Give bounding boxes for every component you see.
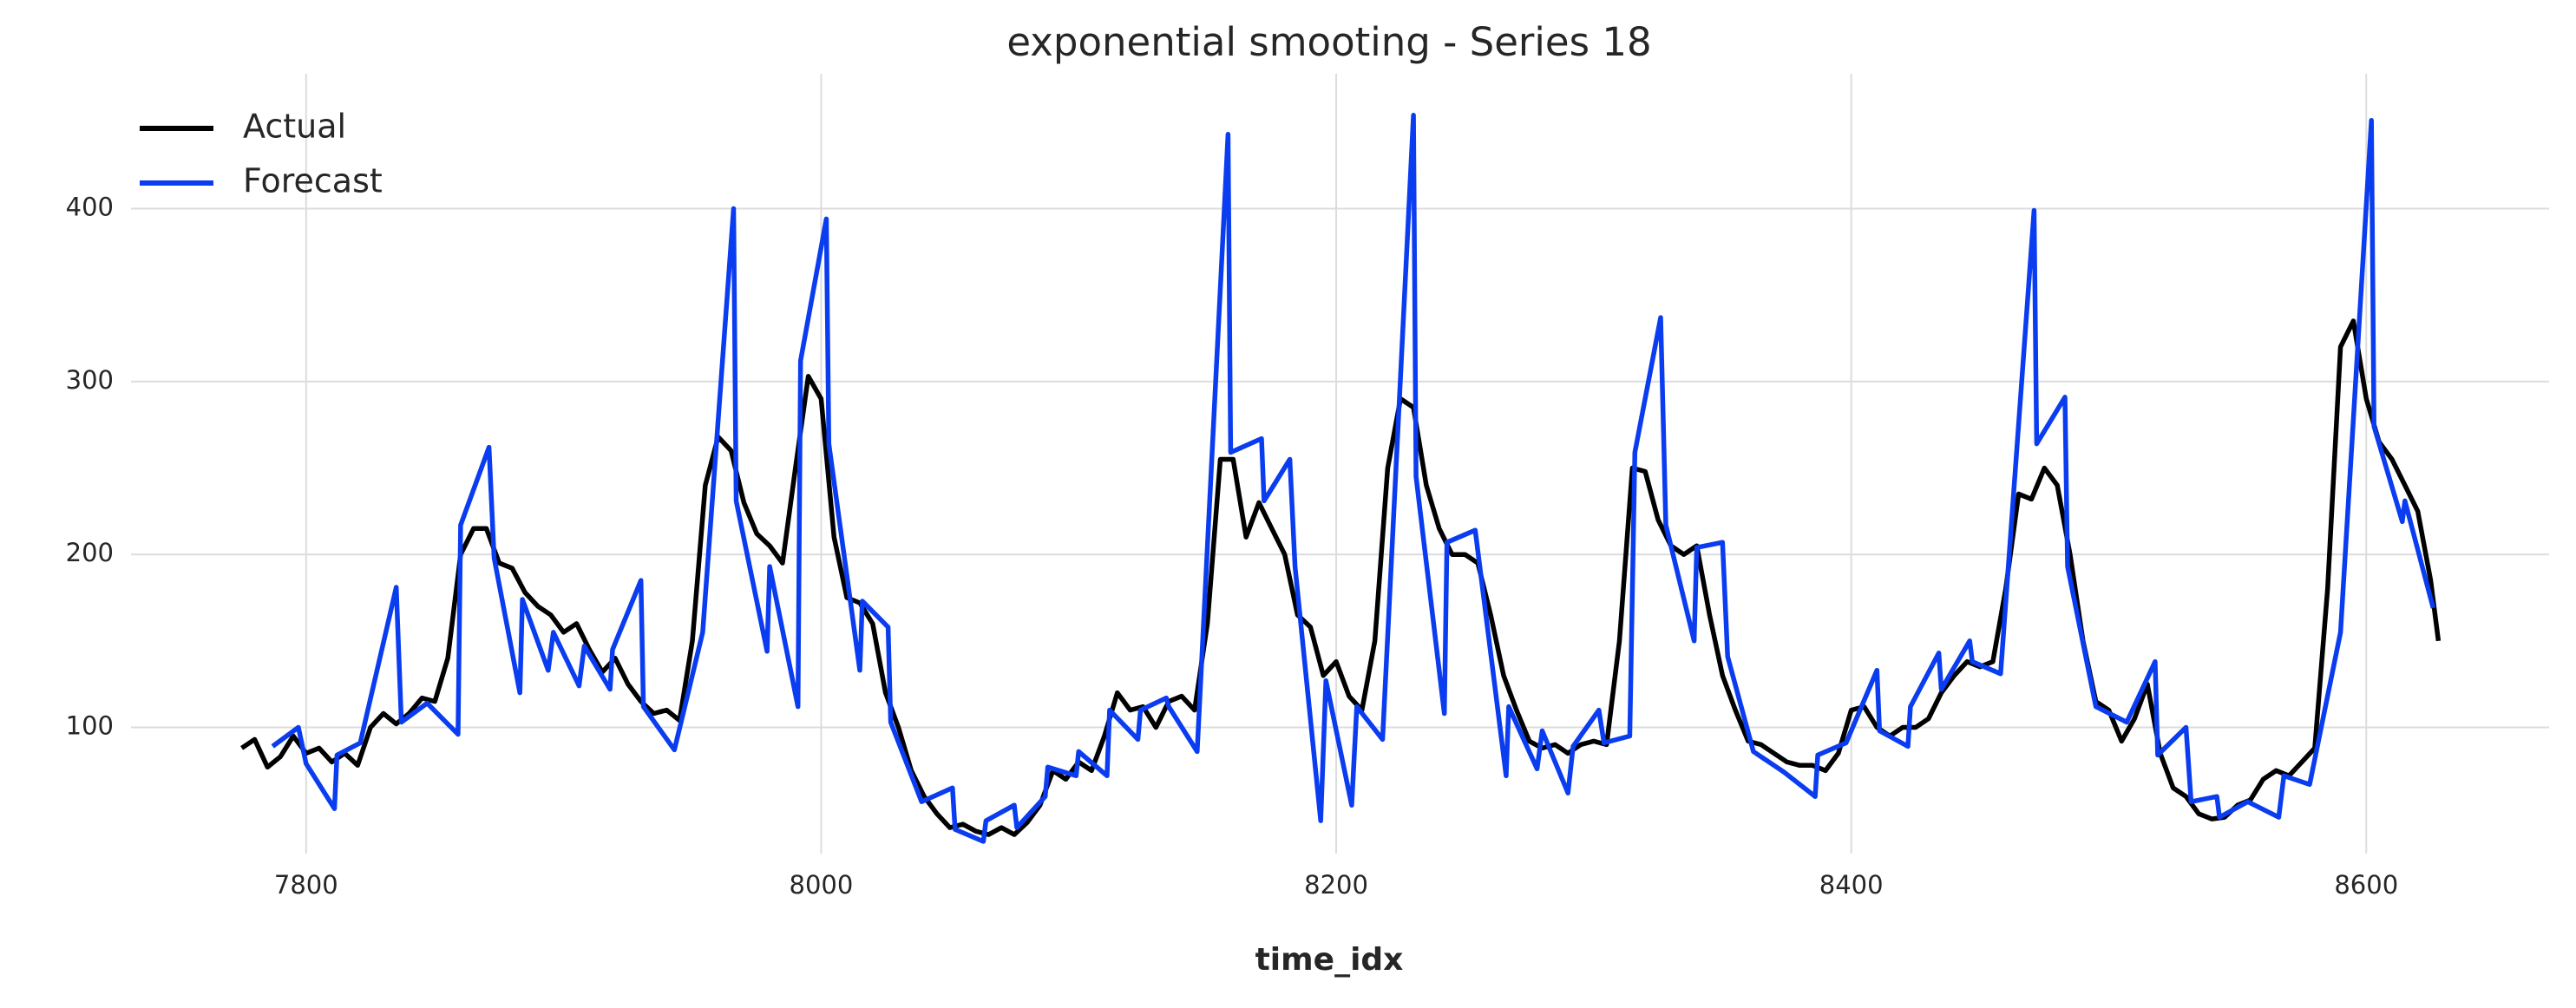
x-tick-label: 8600 [2334, 870, 2398, 900]
x-tick-label: 8200 [1304, 870, 1368, 900]
chart-title: exponential smooting - Series 18 [1006, 19, 1651, 65]
series-line [271, 113, 2436, 844]
y-tick-label: 100 [66, 710, 114, 740]
plot-lines [240, 113, 2442, 844]
y-tick-label: 400 [66, 192, 114, 221]
series-line [240, 318, 2442, 837]
x-tick-label: 8000 [790, 870, 854, 900]
legend: Actual Forecast [140, 108, 383, 200]
legend-label: Forecast [243, 162, 383, 200]
legend-label: Actual [243, 108, 346, 146]
grid: 100 200 300 400 7800 8000 8200 8400 8600 [66, 74, 2549, 900]
x-tick-label: 8400 [1819, 870, 1884, 900]
x-tick-label: 7800 [274, 870, 338, 900]
y-tick-label: 300 [66, 365, 114, 395]
y-tick-label: 200 [66, 538, 114, 567]
x-axis-label: time_idx [1255, 942, 1404, 978]
